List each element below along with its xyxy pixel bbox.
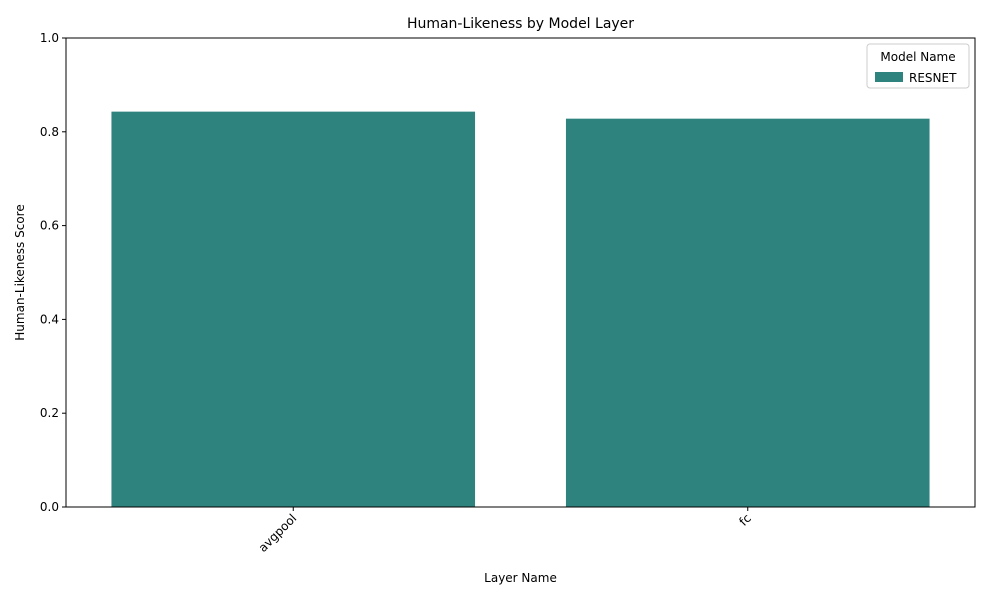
y-tick-label: 0.6 — [40, 219, 59, 233]
legend: Model Name RESNET — [866, 43, 970, 89]
y-tick-label: 0.8 — [40, 125, 59, 139]
y-ticks-group: 0.0 0.2 0.4 0.6 0.8 1.0 — [40, 31, 66, 514]
bars-group — [111, 111, 930, 508]
legend-title: Model Name — [880, 50, 955, 64]
bar-avgpool — [111, 111, 476, 508]
y-tick-label: 0.0 — [40, 500, 59, 514]
y-tick-label: 0.2 — [40, 406, 59, 420]
plot-frame — [65, 37, 976, 508]
y-tick-label: 0.4 — [40, 312, 59, 326]
y-axis-label: Human-Likeness Score — [13, 204, 27, 340]
legend-entries: RESNET — [875, 71, 957, 85]
legend-swatch — [875, 72, 903, 82]
x-axis-label: Layer Name — [484, 571, 557, 585]
bar-fc — [565, 118, 930, 507]
chart-title: Human-Likeness by Model Layer — [407, 16, 634, 32]
y-tick-label: 1.0 — [40, 31, 59, 45]
legend-entry-label: RESNET — [909, 71, 957, 85]
